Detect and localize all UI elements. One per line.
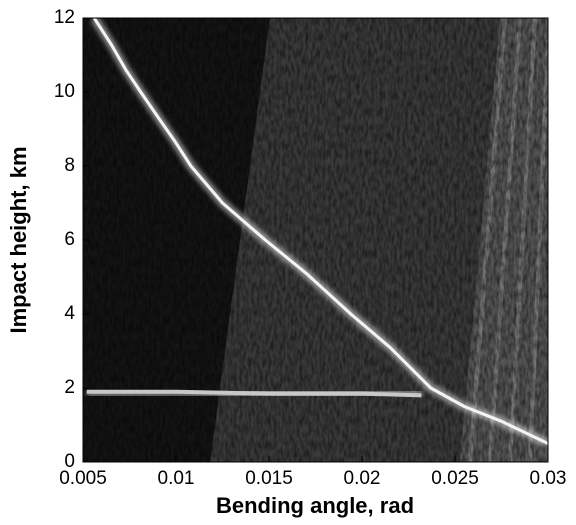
x-tick-label: 0.025 [431,468,479,489]
plot-background [83,18,548,462]
y-tick-label: 12 [54,7,75,28]
ridge-line [92,18,548,445]
y-tick-label: 8 [64,155,75,176]
x-tick-label: 0.01 [158,468,195,489]
ridge-line [86,389,422,398]
y-tick-label: 6 [64,229,75,250]
x-tick-label: 0.02 [344,468,381,489]
x-tick-label: 0.03 [530,468,567,489]
x-tick-label: 0.015 [245,468,293,489]
y-tick-label: 0 [64,451,75,472]
x-tick-label: 0.005 [59,468,107,489]
y-axis-title: Impact height, km [6,146,31,333]
y-tick-label: 2 [64,377,75,398]
y-tick-label: 10 [54,81,75,102]
y-tick-label: 4 [64,303,75,324]
x-axis-title: Bending angle, rad [216,493,414,518]
